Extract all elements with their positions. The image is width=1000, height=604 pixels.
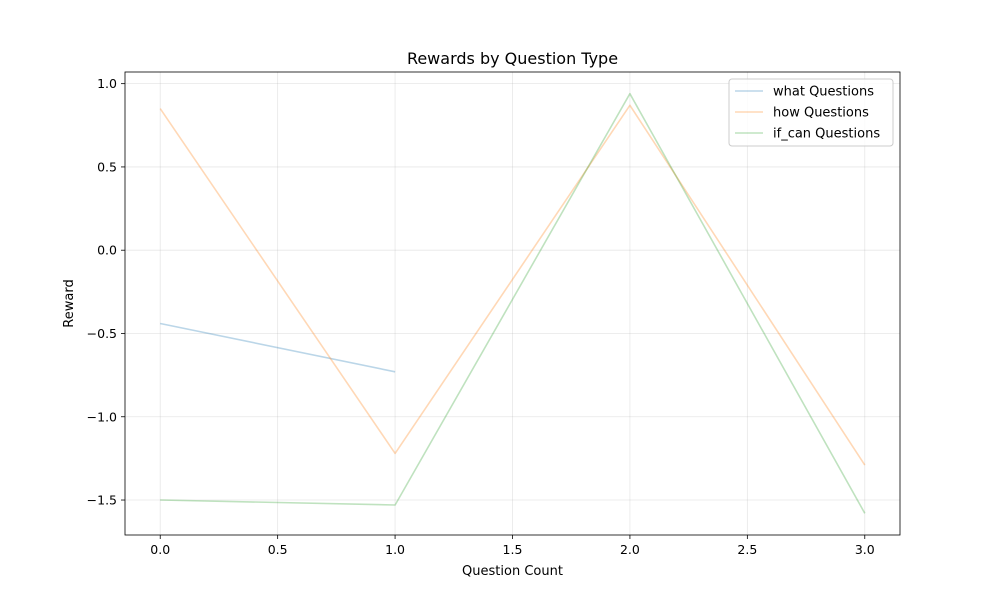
x-tick-label: 0.5 [268,542,288,557]
y-tick-label: −1.5 [87,493,117,508]
x-axis-title: Question Count [462,564,563,579]
y-tick-label: 0.0 [97,243,117,258]
grid [125,72,900,535]
x-tick-label: 2.5 [737,542,757,557]
x-tick-label: 1.5 [503,542,523,557]
x-tick-label: 0.0 [150,542,170,557]
chart-title: Rewards by Question Type [407,49,618,68]
y-axis-title: Reward [62,279,77,327]
y-tick-label: 1.0 [97,76,117,91]
legend: what Questions how Questions if_can Questi… [728,78,894,147]
y-tick-label: −1.0 [87,409,117,424]
x-tick-label: 3.0 [855,542,875,557]
legend-label: how Questions [773,106,869,121]
series-line-if-can-questions [160,92,866,514]
series-line-how-questions [159,104,866,466]
y-tick-label: −0.5 [87,326,117,341]
series-line-what-questions [160,322,396,373]
legend-label: if_can Questions [773,127,880,142]
legend-box [728,78,894,147]
y-tick-label: 0.5 [97,159,117,174]
legend-label: what Questions [773,85,874,100]
x-tick-label: 1.0 [385,542,405,557]
y-axis-ticks: 1.0 0.5 0.0 −0.5 −1.0 −1.5 [87,76,125,508]
x-axis-ticks: 0.0 0.5 1.0 1.5 2.0 2.5 3.0 [150,535,875,557]
series-layer [159,92,866,514]
x-tick-label: 2.0 [620,542,640,557]
